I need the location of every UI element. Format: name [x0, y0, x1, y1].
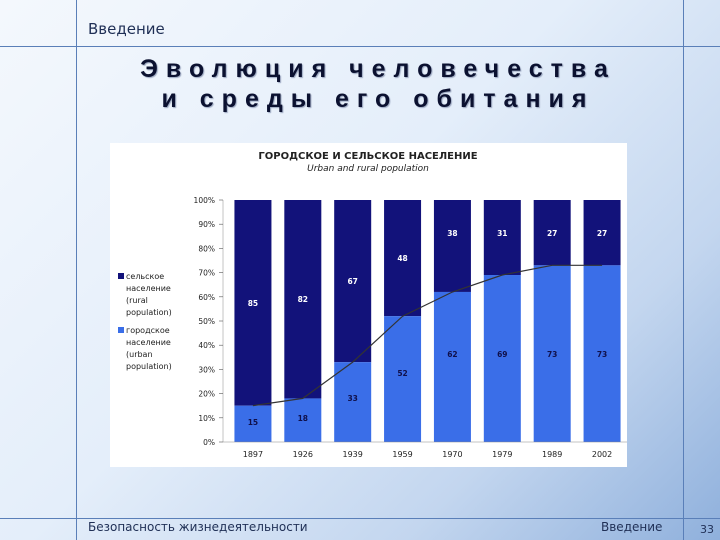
y-tick-label: 70%: [198, 269, 215, 278]
x-tick-label-1926: 1926: [293, 450, 313, 459]
y-tick-label: 10%: [198, 414, 215, 423]
legend-rural-text: сельское: [126, 272, 164, 281]
y-tick-label: 90%: [198, 220, 215, 229]
bar-urban-1989: [533, 265, 571, 442]
bar-rural-2002: [583, 200, 621, 266]
bar-urban-2002: [583, 265, 621, 442]
bar-urban-1939: [334, 362, 372, 442]
y-tick-label: 30%: [198, 365, 215, 374]
legend-urban-text: population): [126, 362, 172, 371]
bar-urban-1970: [433, 291, 471, 442]
chart-title: ГОРОДСКОЕ И СЕЛЬСКОЕ НАСЕЛЕНИЕ: [258, 151, 477, 162]
slide-title-line-1: Эволюция человечества: [140, 55, 616, 83]
legend-rural-swatch: [118, 273, 124, 279]
top-guide-line: [0, 46, 720, 47]
population-chart: ГОРОДСКОЕ И СЕЛЬСКОЕ НАСЕЛЕНИЕ Urban and…: [118, 151, 627, 459]
label-rural-1970: 38: [447, 229, 457, 238]
label-rural-1979: 31: [497, 229, 507, 238]
slide-title-line-2: и среды его обитания: [161, 85, 595, 113]
bar-rural-1926: [284, 200, 322, 399]
label-urban-1970: 62: [447, 350, 457, 359]
label-rural-2002: 27: [597, 229, 607, 238]
x-tick-label-1959: 1959: [392, 450, 412, 459]
bar-rural-1897: [234, 200, 272, 406]
label-rural-1959: 48: [397, 254, 407, 263]
x-tick-label-1897: 1897: [243, 450, 263, 459]
label-rural-1989: 27: [547, 229, 557, 238]
legend-rural-text: (rural: [126, 296, 148, 305]
legend-urban-text: (urban: [126, 350, 153, 359]
label-urban-1926: 18: [298, 414, 308, 423]
bar-urban-1959: [384, 316, 422, 442]
section-label: Введение: [88, 20, 165, 38]
y-tick-label: 0%: [203, 438, 215, 447]
label-urban-1939: 33: [347, 394, 357, 403]
label-rural-1897: 85: [248, 299, 258, 308]
legend-urban-text: городское: [126, 326, 170, 335]
legend-rural-text: population): [126, 308, 172, 317]
urban-share-trend-line: [252, 264, 603, 407]
x-tick-label-1979: 1979: [492, 450, 512, 459]
slide-title: Эволюция человечества и среды его обитан…: [78, 54, 678, 114]
chart-subtitle: Urban and rural population: [307, 164, 429, 174]
label-urban-1959: 52: [397, 369, 407, 378]
bar-urban-1979: [483, 275, 521, 442]
bars: [234, 200, 621, 442]
label-urban-2002: 73: [597, 350, 607, 359]
bar-rural-1979: [483, 200, 521, 276]
chart-panel: ГОРОДСКОЕ И СЕЛЬСКОЕ НАСЕЛЕНИЕ Urban and…: [110, 143, 627, 467]
label-rural-1926: 82: [298, 295, 308, 304]
label-urban-1979: 69: [497, 350, 507, 359]
bar-urban-1926: [284, 398, 322, 442]
label-urban-1897: 15: [248, 418, 258, 427]
footer-section: Введение: [601, 520, 663, 534]
legend-rural-text: население: [126, 284, 171, 293]
right-guide-line: [683, 0, 684, 540]
bar-rural-1959: [384, 200, 422, 317]
y-tick-label: 100%: [194, 196, 215, 205]
y-axis: 0% 10% 20% 30% 40% 50% 60% 70% 80% 90% 100%: [194, 196, 224, 447]
legend-urban-swatch: [118, 327, 124, 333]
x-axis: 1897 1926 1939 1959 1970 1979 1989 2002: [223, 441, 627, 459]
trend-line: [252, 264, 603, 407]
label-urban-1989: 73: [547, 350, 557, 359]
bar-urban-1897: [234, 405, 272, 442]
y-tick-label: 80%: [198, 244, 215, 253]
y-tick-label: 60%: [198, 293, 215, 302]
x-tick-label-1989: 1989: [542, 450, 562, 459]
bottom-guide-line: [0, 518, 720, 519]
bar-rural-1989: [533, 200, 571, 266]
footer-course-title: Безопасность жизнедеятельности: [88, 520, 308, 534]
legend-urban: городское население (urban population): [118, 326, 172, 371]
bar-rural-1939: [334, 200, 372, 363]
page-number: 33: [700, 523, 714, 536]
left-guide-line: [76, 0, 77, 540]
x-tick-label-1939: 1939: [343, 450, 363, 459]
x-tick-label-1970: 1970: [442, 450, 462, 459]
legend-urban-text: население: [126, 338, 171, 347]
x-tick-label-2002: 2002: [592, 450, 612, 459]
y-tick-label: 50%: [198, 317, 215, 326]
bar-rural-1970: [433, 200, 471, 292]
y-tick-label: 20%: [198, 390, 215, 399]
legend-rural: сельское население (rural population): [118, 272, 172, 317]
y-tick-label: 40%: [198, 341, 215, 350]
label-rural-1939: 67: [347, 277, 357, 286]
data-labels: 85 15 82 18 67 33 48 52 38 62 31 69 27 73 27 73: [248, 229, 608, 427]
